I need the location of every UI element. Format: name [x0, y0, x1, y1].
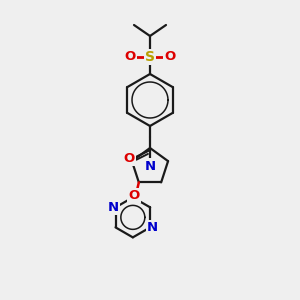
Text: O: O	[124, 50, 136, 64]
Text: N: N	[108, 201, 119, 214]
Text: O: O	[128, 189, 140, 202]
Text: N: N	[147, 221, 158, 234]
Text: S: S	[145, 50, 155, 64]
Text: O: O	[164, 50, 175, 64]
Text: O: O	[123, 152, 135, 164]
Text: N: N	[144, 160, 156, 172]
